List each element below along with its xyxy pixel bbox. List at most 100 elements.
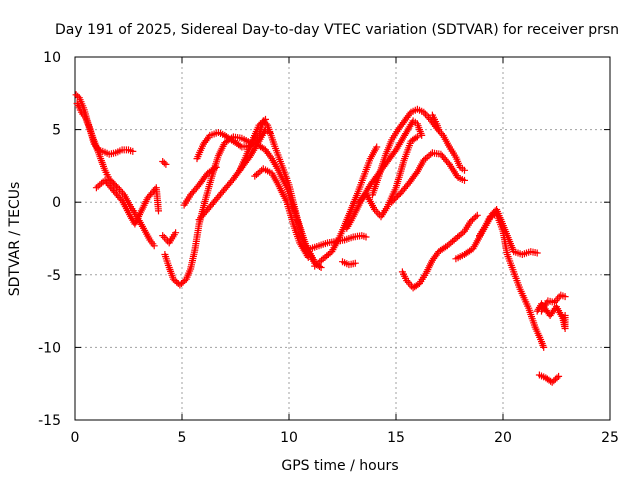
data-point-marker xyxy=(112,147,124,157)
data-point-marker xyxy=(214,141,228,160)
x-tick-label: 10 xyxy=(280,430,298,446)
series-arc-t xyxy=(398,211,481,292)
data-point-marker xyxy=(420,108,433,122)
data-point-marker xyxy=(146,236,157,248)
series-arc-s xyxy=(428,111,443,134)
data-point-marker xyxy=(396,181,411,197)
data-point-marker xyxy=(461,219,474,235)
data-point-marker xyxy=(428,249,441,264)
data-point-marker xyxy=(302,242,318,264)
data-point-marker xyxy=(101,176,116,193)
y-tick-label: -15 xyxy=(38,413,61,429)
data-point-marker xyxy=(82,114,93,132)
data-point-marker xyxy=(75,94,87,110)
series-arc-n xyxy=(339,258,359,269)
data-point-marker xyxy=(561,293,569,301)
axis-ticks: 0 5 10 15 20 25 -15 -10 -5 0 5 10 xyxy=(38,50,619,446)
data-series xyxy=(72,91,569,386)
data-point-marker xyxy=(553,303,566,320)
data-point-marker xyxy=(418,131,426,139)
data-point-marker xyxy=(319,249,334,263)
data-point-marker xyxy=(381,138,395,160)
data-point-marker xyxy=(221,131,236,144)
data-point-marker xyxy=(187,248,198,273)
data-point-marker xyxy=(347,192,361,213)
data-point-marker xyxy=(409,117,419,126)
data-point-marker xyxy=(428,111,440,126)
data-point-marker xyxy=(369,174,382,199)
data-point-marker xyxy=(339,258,351,268)
data-point-marker xyxy=(533,249,541,257)
grid-lines xyxy=(75,57,610,420)
data-point-marker xyxy=(525,304,538,329)
data-point-marker xyxy=(435,126,443,134)
data-point-marker xyxy=(268,155,281,172)
data-point-marker xyxy=(285,181,301,221)
data-point-marker xyxy=(97,155,108,172)
data-point-marker xyxy=(127,203,140,219)
data-point-marker xyxy=(454,174,466,183)
data-point-marker xyxy=(204,197,219,213)
data-point-marker xyxy=(360,157,373,180)
data-point-marker xyxy=(221,177,236,193)
data-point-marker xyxy=(351,259,359,267)
data-point-marker xyxy=(535,371,548,381)
data-point-marker xyxy=(187,183,202,199)
data-point-marker xyxy=(172,229,180,237)
data-point-marker xyxy=(452,153,463,169)
data-point-marker xyxy=(274,181,290,204)
data-point-marker xyxy=(486,211,498,221)
data-point-marker xyxy=(413,105,426,115)
data-point-marker xyxy=(161,251,172,269)
data-point-marker xyxy=(270,140,284,163)
data-point-marker xyxy=(383,148,399,165)
data-point-marker xyxy=(345,260,357,269)
series-arc-e xyxy=(159,229,180,247)
data-point-marker xyxy=(550,293,563,306)
data-point-marker xyxy=(165,231,178,247)
data-point-marker xyxy=(317,264,325,271)
data-point-marker xyxy=(555,372,563,380)
data-point-marker xyxy=(373,143,381,151)
data-point-marker xyxy=(375,154,389,180)
data-point-marker xyxy=(482,215,493,229)
data-point-marker xyxy=(73,100,84,114)
data-point-marker xyxy=(206,129,220,139)
data-point-marker xyxy=(544,297,556,306)
data-point-marker xyxy=(264,121,277,146)
data-point-marker xyxy=(413,120,425,137)
data-point-marker xyxy=(306,243,321,253)
series-arc-f xyxy=(161,133,325,289)
series-arc-y xyxy=(535,371,563,386)
data-point-marker xyxy=(204,165,218,177)
data-point-marker xyxy=(311,256,325,270)
data-point-marker xyxy=(366,145,380,163)
data-point-marker xyxy=(262,146,275,161)
data-point-marker xyxy=(99,147,111,157)
data-point-marker xyxy=(199,133,212,148)
series-arc-c xyxy=(92,176,162,228)
data-point-marker xyxy=(72,91,82,100)
data-point-marker xyxy=(437,150,452,167)
data-point-marker xyxy=(388,191,403,206)
data-point-marker xyxy=(118,146,130,154)
data-point-marker xyxy=(162,160,170,168)
data-point-marker xyxy=(341,234,355,244)
data-point-marker xyxy=(435,243,450,256)
data-point-marker xyxy=(343,215,356,232)
data-point-marker xyxy=(469,235,482,253)
y-tick-label: -5 xyxy=(47,268,61,284)
data-point-marker xyxy=(476,224,489,240)
data-point-marker xyxy=(242,138,256,160)
data-point-marker xyxy=(334,224,348,244)
data-point-marker xyxy=(503,251,517,274)
data-point-marker xyxy=(159,158,168,167)
data-point-marker xyxy=(499,227,511,256)
data-point-marker xyxy=(294,216,309,248)
series-arc-r xyxy=(388,149,468,206)
data-point-marker xyxy=(150,242,158,250)
data-point-marker xyxy=(195,171,210,189)
data-point-marker xyxy=(426,115,439,130)
data-point-marker xyxy=(129,147,137,155)
